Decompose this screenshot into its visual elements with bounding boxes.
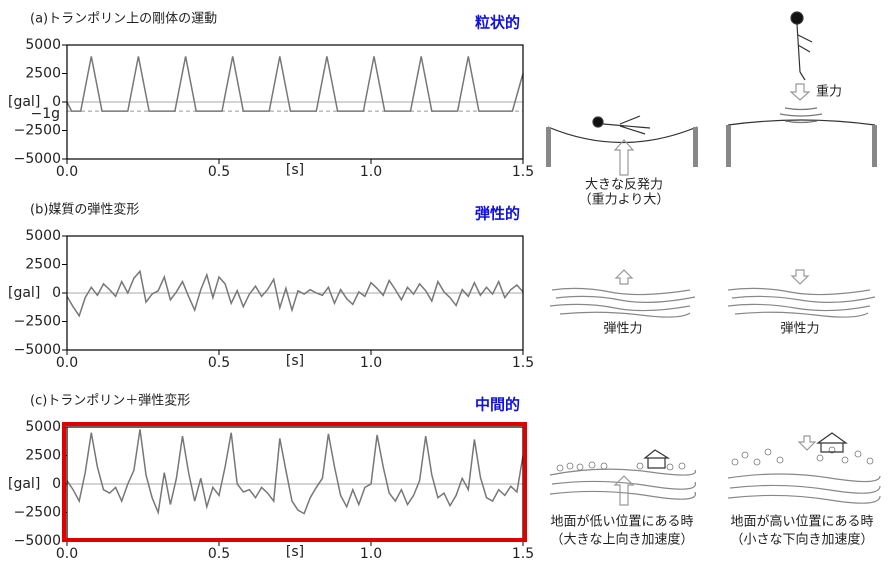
post (872, 125, 877, 167)
x-tick-label: 0.5 (208, 546, 230, 561)
arrow (790, 269, 810, 285)
y-tick-label: 2500 (25, 448, 61, 464)
label: 大きな反発力 (585, 178, 663, 193)
house (816, 432, 848, 453)
x-tick-label: 1.5 (512, 164, 534, 180)
y-tick-label: −2500 (14, 314, 61, 330)
x-tick-label: 1.5 (512, 546, 534, 561)
x-tick-label: 0.0 (56, 355, 78, 371)
x-axis-label: [s] (286, 162, 304, 178)
person (790, 11, 804, 25)
label: 地面が高い位置にある時 (730, 514, 873, 530)
chart-tag: 中間的 (475, 396, 520, 414)
medium (549, 287, 696, 318)
house (643, 449, 671, 469)
arrow (789, 83, 811, 101)
y-tick-label: 0 (52, 476, 61, 492)
arrow (613, 475, 635, 506)
data-line (66, 269, 524, 318)
chart-tag: 弾性的 (475, 205, 520, 223)
label: （小さな下向き加速度） (730, 532, 873, 548)
ground (549, 468, 696, 500)
y-tick-label: 5000 (25, 228, 61, 244)
y-tick-label: −5000 (14, 342, 61, 358)
y-tick-label: 5000 (25, 419, 61, 435)
x-tick-label: 1.0 (360, 164, 382, 180)
x-tick-label: 1.0 (360, 355, 382, 371)
label: （大きな上向き加速度） (550, 532, 693, 548)
ripple (779, 107, 823, 124)
chart-tag: 粒状的 (475, 14, 520, 32)
chart-title: (b)媒質の弾性変形 (30, 202, 139, 218)
x-tick-label: 0.0 (56, 546, 78, 561)
post (693, 127, 698, 167)
label: 弾性力 (603, 322, 642, 337)
person (592, 116, 604, 128)
x-tick-label: 0.0 (56, 164, 78, 180)
y-axis-label: [gal] (8, 476, 40, 492)
arrow (613, 139, 635, 176)
chart-title: (a)トランポリン上の剛体の運動 (30, 12, 217, 27)
label: 弾性力 (780, 322, 819, 337)
reference-label: −1g (30, 106, 60, 122)
grains (556, 446, 874, 472)
label: 地面が低い位置にある時 (550, 515, 693, 530)
y-tick-label: 2500 (25, 66, 61, 82)
arrow (797, 435, 817, 451)
data-line (66, 56, 524, 112)
chart-title: (c)トランポリン＋弾性変形 (30, 393, 190, 409)
x-axis-label: [s] (286, 544, 304, 560)
label: 重力 (816, 84, 842, 100)
illustrations (546, 11, 881, 506)
y-tick-label: −5000 (14, 533, 61, 549)
person (602, 115, 651, 135)
data-line (66, 429, 524, 516)
y-tick-label: 0 (52, 94, 61, 110)
y-tick-label: −5000 (14, 151, 61, 167)
y-tick-label: 5000 (25, 37, 61, 53)
x-axis-label: [s] (286, 353, 304, 369)
x-tick-label: 0.5 (208, 164, 230, 180)
y-tick-label: −2500 (14, 505, 61, 521)
ground (727, 473, 881, 504)
y-axis-label: [gal] (8, 94, 40, 110)
medium (727, 287, 876, 318)
y-axis-label: [gal] (8, 285, 40, 301)
person (796, 23, 813, 81)
post (546, 127, 551, 167)
post (726, 125, 731, 167)
x-tick-label: 1.0 (360, 546, 382, 561)
y-tick-label: 2500 (25, 257, 61, 273)
illustration-labels: 重力 大きな反発力 （重力より大） 弾性力 弾性力 地面が低い位置にある時 （大… (550, 84, 873, 548)
x-tick-label: 1.5 (512, 355, 534, 371)
label: （重力より大） (579, 192, 670, 208)
y-tick-label: −2500 (14, 123, 61, 139)
y-tick-label: 0 (52, 285, 61, 301)
trampoline (727, 119, 876, 126)
highlight-frame (62, 422, 527, 542)
trampoline (547, 126, 698, 144)
arrow (614, 269, 634, 285)
x-tick-label: 0.5 (208, 355, 230, 371)
